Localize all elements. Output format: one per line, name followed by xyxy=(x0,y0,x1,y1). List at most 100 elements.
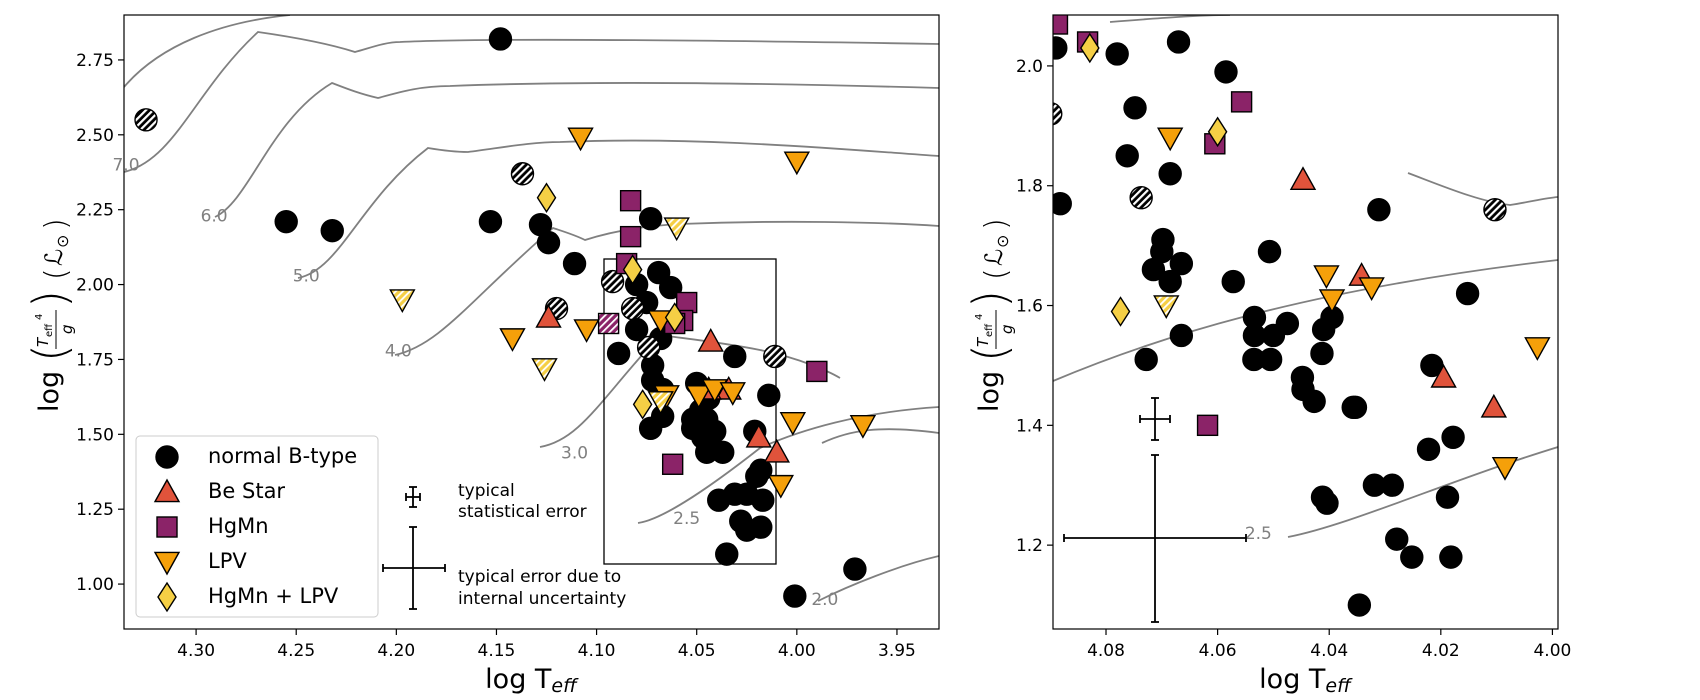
left-y-tick-label-0: 1.00 xyxy=(76,575,114,595)
right-point-square-0 xyxy=(1053,15,1069,35)
right-point-diamond-1 xyxy=(1207,116,1228,148)
right-point-circle-2 xyxy=(1166,30,1191,54)
legend-marker-diamond xyxy=(157,581,177,613)
left-point-triangle-down-1 xyxy=(783,151,811,176)
right-point-circle-44 xyxy=(1347,593,1372,617)
right-point-hatched-circle-2 xyxy=(1483,197,1507,222)
left-point-circle-39 xyxy=(751,488,775,512)
left-point-diamond-0 xyxy=(536,182,557,213)
svg-text:log: log xyxy=(34,371,65,412)
left-y-tick-label-6: 2.50 xyxy=(76,126,114,146)
left-panel: 4.30 4.25 4.20 4.15 4.10 4.05 4.00 3.95 1.00 1.2… xyxy=(23,14,971,697)
track-right-2 xyxy=(1287,446,1558,538)
right-point-circle-10 xyxy=(1141,257,1166,282)
right-point-triangle-down-0 xyxy=(1156,127,1184,152)
svg-text:eff: eff xyxy=(44,323,55,337)
right-y-ticks: 1.2 1.4 1.6 1.8 2.0 xyxy=(1016,57,1053,556)
stat-error-bar xyxy=(405,486,421,508)
left-x-tick-label-2: 4.20 xyxy=(377,641,415,661)
svg-text:ℒ: ℒ xyxy=(40,249,68,266)
right-point-circle-38 xyxy=(1362,473,1387,497)
left-point-square-6 xyxy=(661,453,684,475)
legend-label-lpv: LPV xyxy=(208,549,247,573)
right-point-circle-14 xyxy=(1257,239,1282,264)
left-point-triangle-down-2 xyxy=(499,328,526,352)
track-left-9 xyxy=(821,428,939,444)
right-point-hatched-circle-0 xyxy=(1053,102,1063,126)
legend-marker-square xyxy=(156,516,178,538)
left-point-triangle-up-0 xyxy=(535,304,562,328)
legend-label-hgmn: HgMn xyxy=(208,514,269,538)
left-point-hatched-triangle-down-1 xyxy=(531,358,558,382)
right-point-circle-25 xyxy=(1310,341,1334,366)
right-x-tick-label-1: 4.06 xyxy=(1199,641,1237,661)
right-point-circle-35 xyxy=(1441,425,1465,450)
left-point-triangle-down-3 xyxy=(573,319,600,343)
right-point-circle-0 xyxy=(1053,36,1068,60)
left-point-triangle-up-4 xyxy=(745,423,772,448)
left-x-ticks: 4.30 4.25 4.20 4.15 4.10 4.05 4.00 3.95 xyxy=(177,629,916,661)
right-markers xyxy=(1053,15,1551,617)
right-axes-frame xyxy=(1052,14,1559,630)
left-point-circle-3 xyxy=(478,209,503,234)
legend-markers xyxy=(153,445,181,613)
left-point-circle-0 xyxy=(488,27,513,51)
svg-text:eff: eff xyxy=(984,323,995,337)
left-point-circle-32 xyxy=(638,416,663,441)
left-point-circle-29 xyxy=(695,440,719,464)
left-point-diamond-3 xyxy=(632,389,653,420)
right-point-circle-36 xyxy=(1435,485,1460,509)
left-point-circle-18 xyxy=(723,344,747,369)
track-right-3 xyxy=(1407,172,1558,206)
left-point-triangle-down-11 xyxy=(947,482,971,504)
left-point-circle-2 xyxy=(320,218,344,243)
left-y-tick-label-1: 1.25 xyxy=(76,500,114,520)
right-point-square-2 xyxy=(1230,91,1253,113)
right-point-circle-22 xyxy=(1134,347,1158,372)
svg-text:T: T xyxy=(974,336,992,347)
legend-marker-triangle-down xyxy=(153,551,181,576)
right-point-circle-18 xyxy=(1261,323,1286,348)
left-zoom-box xyxy=(603,258,777,565)
right-point-circle-32 xyxy=(1455,281,1480,306)
left-x-tick-label-7: 3.95 xyxy=(878,641,916,661)
legend: normal B-type Be Star HgMn LPV HgMn + LP… xyxy=(135,435,379,618)
track-right-1 xyxy=(1053,259,1558,382)
left-point-triangle-down-6 xyxy=(685,385,712,409)
left-y-tick-label-5: 2.25 xyxy=(76,201,114,221)
left-y-tick-label-7: 2.75 xyxy=(76,51,114,71)
right-y-axis-title: log ( T eff 4 g ) ( ℒ ⊙ ) xyxy=(963,218,1017,412)
right-point-triangle-down-3 xyxy=(1358,277,1385,301)
left-point-circle-13 xyxy=(606,341,631,366)
left-point-hatched-square-0 xyxy=(597,312,620,335)
svg-text:(: ( xyxy=(963,344,1017,362)
left-y-ticks: 1.00 1.25 1.50 1.75 2.00 2.25 2.50 2.75 xyxy=(76,51,124,595)
left-point-square-3 xyxy=(675,291,698,314)
left-point-square-1 xyxy=(619,225,642,248)
right-point-circle-6 xyxy=(1158,162,1182,186)
right-x-tick-label-4: 4.00 xyxy=(1533,641,1571,661)
right-point-circle-42 xyxy=(1400,545,1424,569)
right-internal-error-bar xyxy=(1063,454,1247,623)
right-point-hatched-triangle-down-0 xyxy=(1153,295,1180,319)
right-point-circle-20 xyxy=(1258,347,1283,372)
left-y-tick-label-2: 1.50 xyxy=(76,425,114,445)
internal-error-bar xyxy=(382,526,446,610)
left-axes-frame xyxy=(123,14,940,630)
left-y-axis-title: log ( T eff 4 g ) ( ℒ ⊙ ) xyxy=(23,218,77,412)
left-contour-label-6: 2.0 xyxy=(811,590,838,610)
svg-text:4: 4 xyxy=(974,314,985,320)
track-left-7 xyxy=(637,406,939,524)
left-point-circle-7 xyxy=(638,206,663,231)
left-point-circle-43 xyxy=(715,542,739,566)
legend-label-hgmnlpv: HgMn + LPV xyxy=(208,584,339,608)
left-y-tick-label-3: 1.75 xyxy=(76,350,114,370)
right-point-circle-11 xyxy=(1169,251,1194,276)
left-point-diamond-1 xyxy=(622,254,643,285)
right-point-circle-1 xyxy=(1105,42,1129,66)
right-point-circle-43 xyxy=(1439,545,1463,569)
left-point-triangle-down-7 xyxy=(701,379,728,403)
right-stat-error-bar xyxy=(1139,397,1171,441)
left-point-hatched-circle-4 xyxy=(620,296,645,321)
left-x-tick-label-3: 4.15 xyxy=(478,641,516,661)
